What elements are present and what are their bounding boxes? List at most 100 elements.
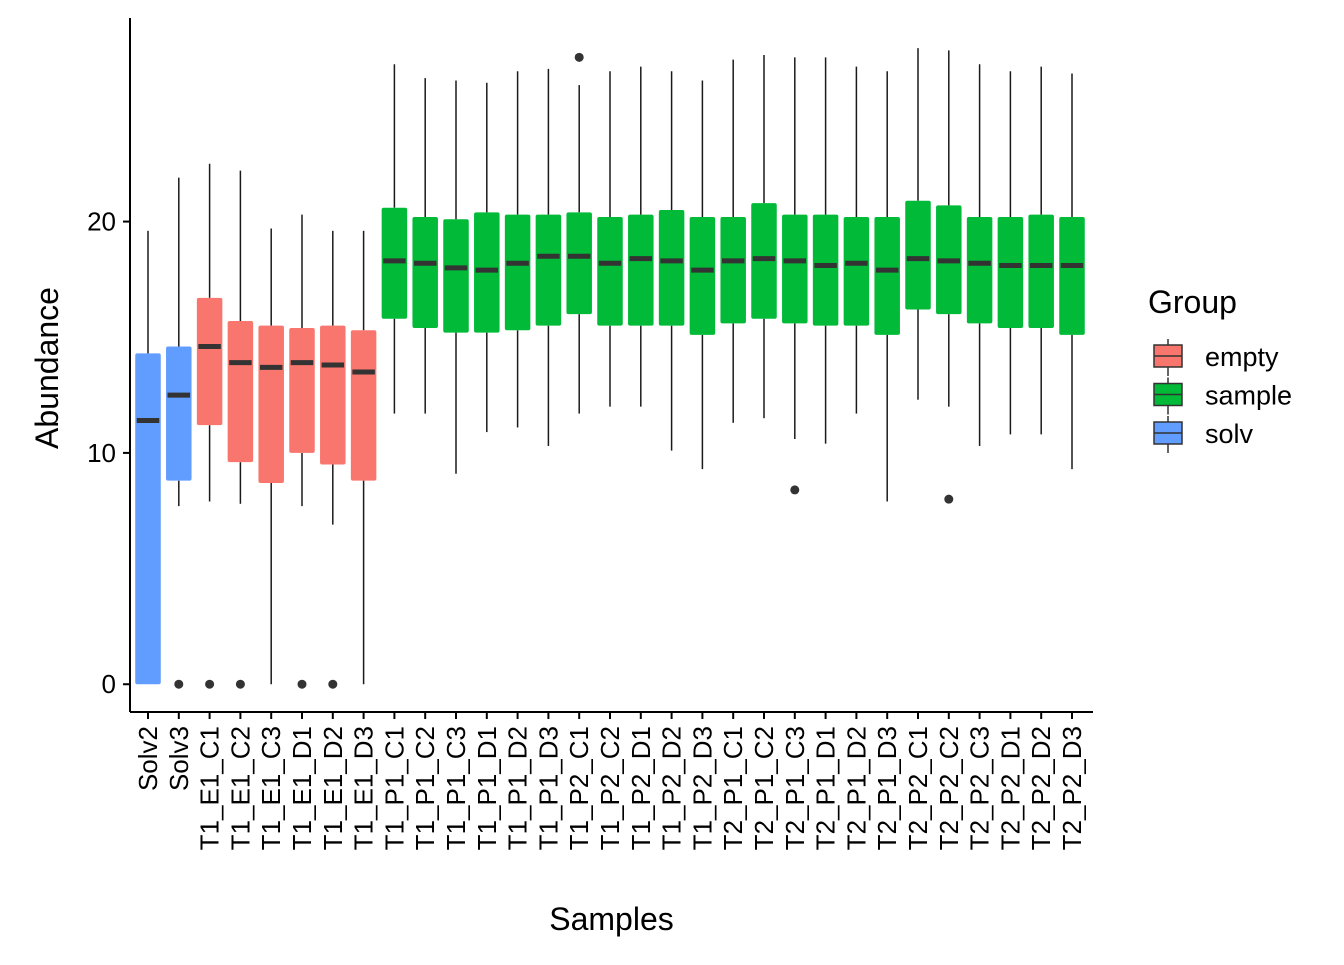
- iqr-box: [196, 297, 223, 426]
- iqr-box: [874, 216, 900, 335]
- iqr-box: [443, 219, 469, 333]
- axes-layer: [129, 18, 1093, 713]
- x-tick-label: T2_P1_C3: [780, 726, 810, 850]
- iqr-box: [689, 216, 716, 335]
- box-t1-p2-d3: [689, 80, 716, 470]
- box-t2-p1-c1: [720, 59, 746, 423]
- box-t1-e1-c1: [196, 163, 223, 689]
- box-t1-e1-d1: [289, 214, 315, 689]
- iqr-box: [166, 346, 192, 481]
- y-ticks: 0 10 20: [87, 207, 130, 699]
- x-tick-label: Solv2: [133, 726, 163, 791]
- x-tick-label: T1_P2_D2: [657, 726, 687, 850]
- box-t2-p2-d3: [1059, 73, 1085, 470]
- x-tick-label: T2_P1_D1: [811, 726, 841, 850]
- iqr-box: [504, 214, 531, 331]
- legend-item-sample: sample: [1153, 377, 1292, 415]
- outlier-point: [944, 494, 954, 504]
- box-solv3: [166, 177, 192, 689]
- x-tick-label: T1_E1_D3: [349, 726, 379, 850]
- outlier-point: [297, 679, 307, 689]
- iqr-box: [658, 210, 685, 326]
- legend-label: empty: [1205, 342, 1279, 372]
- iqr-box: [1028, 214, 1054, 328]
- iqr-box: [812, 214, 839, 326]
- x-tick-label: T2_P1_D3: [872, 726, 902, 850]
- box-t2-p2-d1: [997, 71, 1024, 435]
- legend-item-empty: empty: [1153, 339, 1279, 376]
- box-t2-p2-c1: [905, 48, 931, 400]
- x-tick-label: T1_P1_D1: [472, 726, 502, 850]
- box-t1-p1-c1: [381, 64, 408, 414]
- iqr-box: [289, 327, 315, 453]
- iqr-box: [843, 216, 870, 326]
- y-axis-title: Abundance: [29, 287, 65, 449]
- iqr-box: [566, 212, 592, 315]
- x-tick-label: T1_E1_C1: [195, 726, 225, 850]
- iqr-box: [1059, 216, 1085, 335]
- box-t1-p2-c2: [597, 71, 623, 407]
- box-t2-p1-c3: [782, 57, 808, 495]
- box-t1-e1-d2: [320, 230, 346, 689]
- box-t2-p1-c2: [751, 55, 777, 419]
- iqr-box: [535, 214, 562, 326]
- x-tick-label: T1_E1_D2: [318, 726, 348, 850]
- x-tick-label: T1_P1_C3: [441, 726, 471, 850]
- iqr-box: [597, 216, 623, 326]
- box-t2-p2-c3: [966, 64, 993, 446]
- iqr-box: [227, 321, 254, 463]
- x-tick-label: T2_P2_C3: [965, 726, 995, 850]
- box-solv2: [135, 230, 161, 685]
- outlier-point: [235, 679, 245, 689]
- box-t2-p2-d2: [1028, 66, 1054, 435]
- iqr-box: [997, 216, 1024, 328]
- outlier-point: [790, 485, 800, 495]
- iqr-box: [258, 325, 284, 483]
- iqr-box: [350, 330, 377, 481]
- x-tick-label: T1_P1_D3: [533, 726, 563, 850]
- x-tick-label: T1_P1_C1: [379, 726, 409, 850]
- legend-label: sample: [1205, 381, 1292, 411]
- x-tick-label: T1_E1_D1: [287, 726, 317, 850]
- x-tick-label: T1_P1_C2: [410, 726, 440, 850]
- box-t1-p2-d2: [658, 71, 685, 451]
- box-t1-e1-d3: [350, 230, 377, 685]
- box-t1-p1-c2: [412, 78, 438, 414]
- iqr-box: [782, 214, 808, 324]
- y-tick-label: 10: [87, 438, 116, 468]
- x-tick-label: T1_E1_C2: [225, 726, 255, 850]
- x-tick-label: T1_E1_C3: [256, 726, 286, 850]
- iqr-box: [966, 216, 993, 324]
- x-tick-label: T1_P2_D3: [687, 726, 717, 850]
- x-tick-label: T2_P2_D2: [1026, 726, 1056, 850]
- x-tick-label: T2_P1_C1: [718, 726, 748, 850]
- iqr-box: [412, 216, 438, 328]
- iqr-box: [628, 214, 654, 326]
- legend: Group empty sample solv: [1148, 284, 1292, 453]
- outlier-point: [574, 52, 584, 62]
- x-tick-label: T2_P2_C2: [934, 726, 964, 850]
- iqr-box: [135, 353, 161, 685]
- x-tick-label: T2_P2_D1: [995, 726, 1025, 850]
- x-tick-label: T2_P2_D3: [1057, 726, 1087, 850]
- x-tick-label: T1_P1_D2: [503, 726, 533, 850]
- box-t1-p2-c1: [566, 52, 592, 414]
- boxes-layer: [135, 48, 1085, 689]
- x-tick-label: T2_P2_C1: [903, 726, 933, 850]
- y-tick-label: 0: [102, 669, 116, 699]
- box-t1-p1-d2: [504, 71, 531, 428]
- box-t1-e1-c2: [227, 170, 254, 689]
- y-tick-label: 20: [87, 207, 116, 237]
- x-tick-label: T1_P2_C2: [595, 726, 625, 850]
- box-t1-p1-c3: [443, 80, 469, 474]
- box-t2-p1-d1: [812, 57, 839, 444]
- box-t2-p1-d3: [874, 71, 900, 502]
- iqr-box: [720, 216, 746, 324]
- legend-item-solv: solv: [1153, 416, 1254, 453]
- x-tick-label: T1_P2_D1: [626, 726, 656, 850]
- outlier-point: [174, 679, 184, 689]
- box-t2-p2-c2: [936, 50, 962, 504]
- box-t1-p1-d3: [535, 68, 562, 446]
